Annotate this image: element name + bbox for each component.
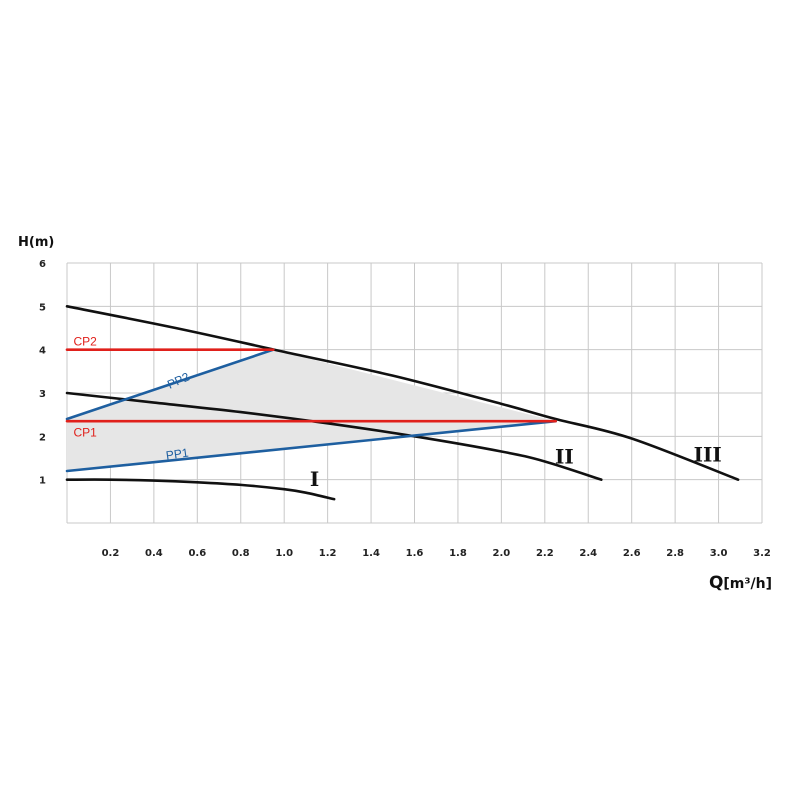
y-axis-label: H(m)	[18, 235, 54, 250]
x-tick-label: 1.4	[362, 548, 380, 559]
series-label-iii: III	[694, 442, 722, 466]
x-tick-label: 1.2	[319, 548, 337, 559]
x-axis-unit: [m³/h]	[723, 576, 772, 592]
y-tick-label: 3	[39, 389, 46, 400]
x-tick-label: 0.4	[145, 548, 163, 559]
x-tick-label: 2.0	[493, 548, 511, 559]
series-label-ii: II	[555, 445, 574, 469]
series-line-pp2	[65, 348, 275, 421]
series-label-cp1: CP1	[74, 425, 98, 439]
series-label-cp2: CP2	[74, 334, 98, 348]
x-tick-label: 2.8	[666, 548, 684, 559]
x-tick-label: 2.4	[579, 548, 597, 559]
series-line-pp1	[65, 419, 557, 473]
x-tick-label: 2.6	[623, 548, 641, 559]
series-layer	[65, 305, 740, 501]
x-tick-label: 2.2	[536, 548, 554, 559]
tick-labels: 0.2 0.4 0.6 0.8 1.0 1.2 1.4 1.6 1.8 2.0 2.2 2.4 2.6 2…	[39, 259, 771, 559]
x-tick-label: 0.2	[102, 548, 120, 559]
y-tick-label: 4	[39, 346, 46, 357]
grid	[66, 262, 763, 524]
series-label-i: I	[310, 467, 319, 491]
series-line-i	[65, 478, 336, 501]
series-label-pp1: PP1	[165, 445, 190, 462]
y-tick-label: 5	[39, 302, 46, 313]
series-line-ii	[65, 391, 603, 481]
x-axis-label-group: Q[m³/h]	[709, 573, 772, 593]
y-tick-label: 2	[39, 432, 46, 443]
series-line-iii	[65, 305, 740, 481]
x-tick-label: 0.8	[232, 548, 250, 559]
x-tick-label: 1.0	[275, 548, 293, 559]
x-tick-label: 1.6	[406, 548, 424, 559]
operating-region-layer	[67, 349, 556, 471]
x-tick-label: 0.6	[188, 548, 206, 559]
x-tick-label: 1.8	[449, 548, 467, 559]
y-tick-label: 6	[39, 259, 46, 270]
y-tick-label: 1	[39, 476, 46, 487]
x-tick-label: 3.0	[710, 548, 728, 559]
x-axis-label: Q	[709, 573, 723, 593]
operating-region	[67, 349, 556, 471]
x-tick-label: 3.2	[753, 548, 771, 559]
